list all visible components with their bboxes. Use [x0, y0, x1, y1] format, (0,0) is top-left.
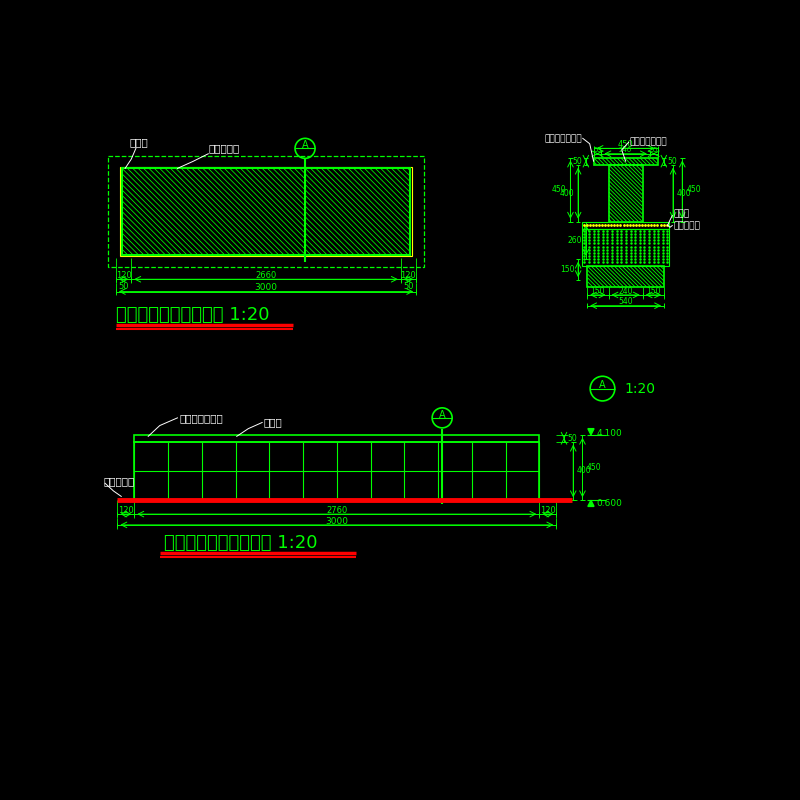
- Text: 240: 240: [619, 147, 632, 153]
- Text: 黑色花岗石座凳立面图 1:20: 黑色花岗石座凳立面图 1:20: [163, 534, 317, 552]
- Bar: [108, 156, 424, 267]
- Text: 3000: 3000: [326, 517, 348, 526]
- Text: 150: 150: [646, 286, 661, 295]
- Text: 3000: 3000: [254, 283, 278, 292]
- Text: A: A: [599, 380, 606, 390]
- Text: 400: 400: [560, 189, 574, 198]
- Polygon shape: [588, 429, 594, 435]
- Bar: [122, 168, 410, 254]
- Text: 50: 50: [118, 282, 129, 291]
- Bar: [587, 266, 664, 287]
- Text: 400: 400: [677, 189, 691, 198]
- Text: 120: 120: [116, 271, 131, 280]
- Text: A: A: [439, 410, 446, 420]
- Text: 50: 50: [572, 157, 582, 166]
- Bar: [121, 167, 411, 256]
- Text: 50: 50: [403, 282, 414, 291]
- Text: 50: 50: [668, 157, 678, 166]
- Bar: [582, 229, 670, 266]
- Text: 540: 540: [618, 298, 633, 306]
- Text: 150: 150: [560, 265, 574, 274]
- Text: 黑色磨光花岗石: 黑色磨光花岗石: [179, 413, 222, 423]
- Bar: [594, 158, 658, 165]
- Text: 55: 55: [593, 147, 602, 153]
- Text: 450: 450: [686, 185, 701, 194]
- Text: 450: 450: [618, 140, 634, 149]
- Text: 黑色磨光花岗石: 黑色磨光花岗石: [544, 134, 582, 143]
- Text: 120: 120: [401, 271, 416, 280]
- Text: A: A: [302, 140, 308, 150]
- Text: 55: 55: [650, 147, 658, 153]
- Text: 文化石: 文化石: [130, 138, 149, 147]
- Bar: [134, 442, 539, 500]
- Bar: [609, 165, 642, 222]
- Text: 450: 450: [552, 185, 566, 194]
- Text: 广场砖铺地: 广场砖铺地: [208, 143, 239, 154]
- Text: 广场砖铺地: 广场砖铺地: [103, 476, 134, 486]
- Text: 150: 150: [590, 286, 605, 295]
- Text: 广场砖铺地: 广场砖铺地: [673, 221, 700, 230]
- Text: 260: 260: [567, 236, 582, 245]
- Text: 文化石: 文化石: [264, 418, 282, 427]
- Text: 黑色磨光花岗石: 黑色磨光花岗石: [630, 138, 667, 146]
- Text: 2760: 2760: [326, 506, 347, 514]
- Text: 400: 400: [577, 466, 592, 475]
- Text: 4.100: 4.100: [596, 429, 622, 438]
- Text: 黑色花岗石座凳平面图 1:20: 黑色花岗石座凳平面图 1:20: [116, 306, 270, 325]
- Text: 0.600: 0.600: [596, 499, 622, 508]
- Text: 2660: 2660: [255, 271, 277, 280]
- Bar: [582, 222, 670, 229]
- Text: 240: 240: [618, 286, 633, 295]
- Text: 450: 450: [586, 463, 601, 472]
- Text: 50: 50: [568, 434, 578, 442]
- Text: 文化石: 文化石: [673, 210, 689, 218]
- Text: 120: 120: [540, 506, 556, 514]
- Text: 1:20: 1:20: [624, 382, 655, 396]
- Text: 120: 120: [118, 506, 134, 514]
- Polygon shape: [588, 500, 594, 506]
- Bar: [134, 435, 539, 442]
